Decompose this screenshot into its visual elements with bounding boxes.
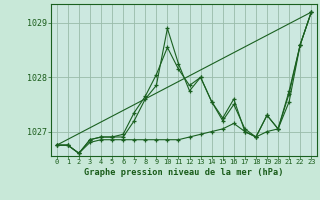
X-axis label: Graphe pression niveau de la mer (hPa): Graphe pression niveau de la mer (hPa) xyxy=(84,168,284,177)
